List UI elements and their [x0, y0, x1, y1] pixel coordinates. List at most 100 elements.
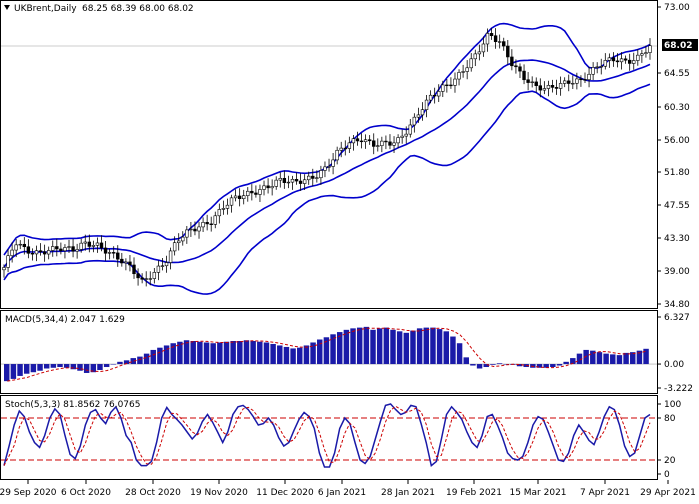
- candle-body: [14, 244, 18, 251]
- macd-bar: [4, 364, 10, 382]
- candle-body: [404, 133, 408, 137]
- candle-body: [83, 241, 87, 244]
- macd-bar: [616, 355, 623, 365]
- candle-body: [63, 247, 67, 252]
- candle-body: [632, 60, 636, 64]
- macd-bar: [57, 364, 63, 368]
- candle-body: [34, 250, 39, 255]
- candle-body: [542, 88, 547, 91]
- macd-bar: [263, 342, 270, 365]
- stoch-panel[interactable]: [0, 395, 658, 480]
- candle-body: [107, 252, 112, 254]
- macd-bar: [123, 360, 130, 365]
- candle-body: [648, 45, 652, 53]
- macd-bar: [297, 347, 303, 365]
- candle-body: [201, 222, 205, 228]
- macd-bar: [603, 353, 609, 365]
- candle-body: [640, 53, 644, 56]
- candle-body: [493, 35, 498, 43]
- macd-bar: [330, 334, 336, 365]
- candle-body: [595, 66, 599, 68]
- candle-body: [87, 241, 92, 247]
- macd-bar: [243, 340, 250, 365]
- macd-bar: [643, 348, 649, 365]
- macd-bar: [390, 329, 396, 365]
- time-tick-label: 19 Feb 2021: [446, 488, 502, 498]
- candle-body: [367, 139, 372, 142]
- candle-body: [132, 264, 136, 275]
- candle-body: [485, 33, 490, 45]
- macd-histogram: [1, 326, 657, 382]
- macd-bar: [430, 327, 436, 365]
- candle-body: [2, 267, 6, 271]
- candle-body: [6, 255, 10, 268]
- candle-body: [327, 166, 331, 168]
- macd-bar: [10, 364, 17, 379]
- candle-body: [502, 41, 506, 47]
- macd-bar: [283, 346, 290, 365]
- candle-body: [302, 179, 307, 184]
- candle-body: [339, 147, 343, 151]
- candle-body: [229, 197, 234, 206]
- candle-body: [351, 138, 356, 144]
- macd-bar: [396, 331, 403, 365]
- upper-band-line: [3, 22, 651, 256]
- macd-bar: [117, 361, 123, 365]
- candle-body: [193, 228, 197, 232]
- candle-body: [59, 248, 63, 252]
- candle-body: [376, 145, 380, 147]
- last-price-label: 68.02: [664, 41, 692, 51]
- macd-bar: [456, 343, 463, 365]
- candle-body: [79, 242, 83, 250]
- candle-body: [55, 246, 59, 250]
- price-panel[interactable]: [0, 0, 658, 309]
- macd-bar: [257, 341, 263, 365]
- macd-bar: [317, 339, 323, 365]
- macd-bar: [237, 340, 243, 365]
- macd-bar: [343, 329, 350, 365]
- macd-bar: [636, 350, 643, 365]
- candle-body: [30, 252, 35, 255]
- macd-bar: [470, 364, 476, 366]
- macd-bar: [576, 353, 583, 365]
- macd-bar: [90, 364, 97, 373]
- price-tick-label: 43.30: [664, 234, 690, 244]
- macd-bar: [310, 342, 316, 365]
- stoch-header: Stoch(5,3,3) 81.8562 76.0765: [5, 400, 140, 410]
- candle-body: [38, 250, 43, 253]
- candle-body: [623, 58, 628, 61]
- candle-body: [168, 250, 173, 263]
- candle-body: [144, 278, 148, 280]
- candle-body: [172, 242, 177, 252]
- candle-body: [148, 278, 152, 280]
- candle-body: [294, 178, 299, 182]
- candle-body: [591, 67, 595, 75]
- candle-body: [75, 249, 79, 252]
- candle-body: [124, 261, 128, 264]
- macd-bar: [110, 364, 117, 365]
- price-axis: 73.00 64.55 60.30 56.00 51.80 47.55 43.30 39.00…: [657, 3, 690, 310]
- candle-body: [189, 228, 193, 231]
- time-tick-label: 28 Oct 2020: [125, 488, 181, 498]
- price-tick-label: 64.55: [664, 69, 690, 79]
- candle-body: [432, 94, 437, 97]
- candle-body: [445, 84, 449, 87]
- candle-body: [424, 99, 429, 110]
- stoch-signal-line: [3, 405, 651, 466]
- macd-bar: [496, 363, 503, 365]
- time-tick-label: 7 Apr 2021: [580, 488, 630, 498]
- macd-bar: [50, 364, 57, 368]
- candle-body: [42, 251, 47, 255]
- candle-body: [266, 185, 270, 189]
- macd-bar: [570, 358, 576, 365]
- stoch-main-line: [3, 403, 651, 468]
- candle-body: [185, 229, 189, 238]
- macd-bar: [336, 332, 343, 365]
- candle-body: [575, 78, 579, 84]
- candle-body: [619, 58, 624, 63]
- candle-body: [156, 265, 161, 273]
- time-tick-label: 29 Apr 2021: [640, 488, 696, 498]
- candle-body: [437, 91, 441, 97]
- candle-body: [473, 53, 477, 60]
